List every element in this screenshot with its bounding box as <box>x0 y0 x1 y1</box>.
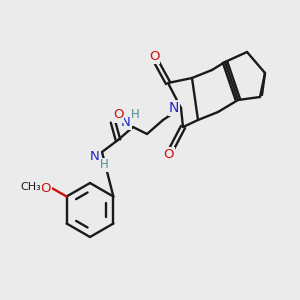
Text: O: O <box>164 148 174 161</box>
Text: H: H <box>130 109 140 122</box>
Text: O: O <box>40 182 51 195</box>
Text: O: O <box>149 50 159 62</box>
Text: O: O <box>113 109 123 122</box>
Text: CH₃: CH₃ <box>20 182 41 193</box>
Text: N: N <box>90 149 100 163</box>
Text: N: N <box>169 101 179 115</box>
Text: H: H <box>100 158 108 172</box>
Text: N: N <box>121 116 131 128</box>
